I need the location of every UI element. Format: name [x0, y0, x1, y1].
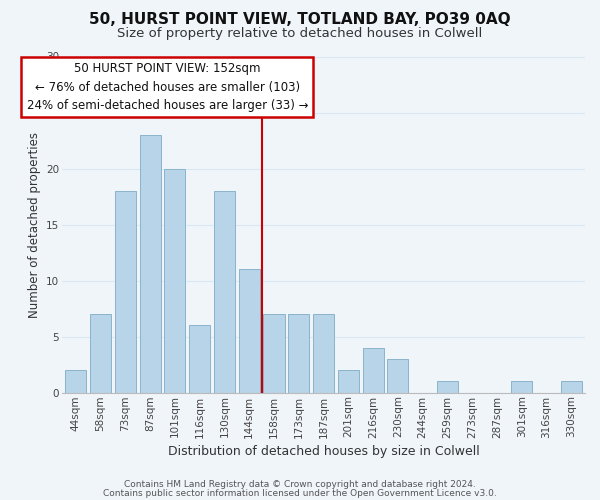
Bar — [288, 314, 309, 392]
Bar — [65, 370, 86, 392]
Y-axis label: Number of detached properties: Number of detached properties — [28, 132, 41, 318]
Bar — [189, 326, 210, 392]
Text: 50, HURST POINT VIEW, TOTLAND BAY, PO39 0AQ: 50, HURST POINT VIEW, TOTLAND BAY, PO39 … — [89, 12, 511, 28]
Text: Size of property relative to detached houses in Colwell: Size of property relative to detached ho… — [118, 28, 482, 40]
Bar — [115, 191, 136, 392]
Bar — [561, 382, 582, 392]
Bar — [437, 382, 458, 392]
Text: Contains HM Land Registry data © Crown copyright and database right 2024.: Contains HM Land Registry data © Crown c… — [124, 480, 476, 489]
Text: 50 HURST POINT VIEW: 152sqm
← 76% of detached houses are smaller (103)
24% of se: 50 HURST POINT VIEW: 152sqm ← 76% of det… — [26, 62, 308, 112]
Bar — [362, 348, 383, 393]
Bar — [239, 270, 260, 392]
Bar — [263, 314, 284, 392]
Bar — [313, 314, 334, 392]
Bar — [90, 314, 111, 392]
Bar — [214, 191, 235, 392]
X-axis label: Distribution of detached houses by size in Colwell: Distribution of detached houses by size … — [167, 444, 479, 458]
Bar — [164, 168, 185, 392]
Bar — [388, 359, 409, 392]
Text: Contains public sector information licensed under the Open Government Licence v3: Contains public sector information licen… — [103, 488, 497, 498]
Bar — [338, 370, 359, 392]
Bar — [140, 135, 161, 392]
Bar — [511, 382, 532, 392]
